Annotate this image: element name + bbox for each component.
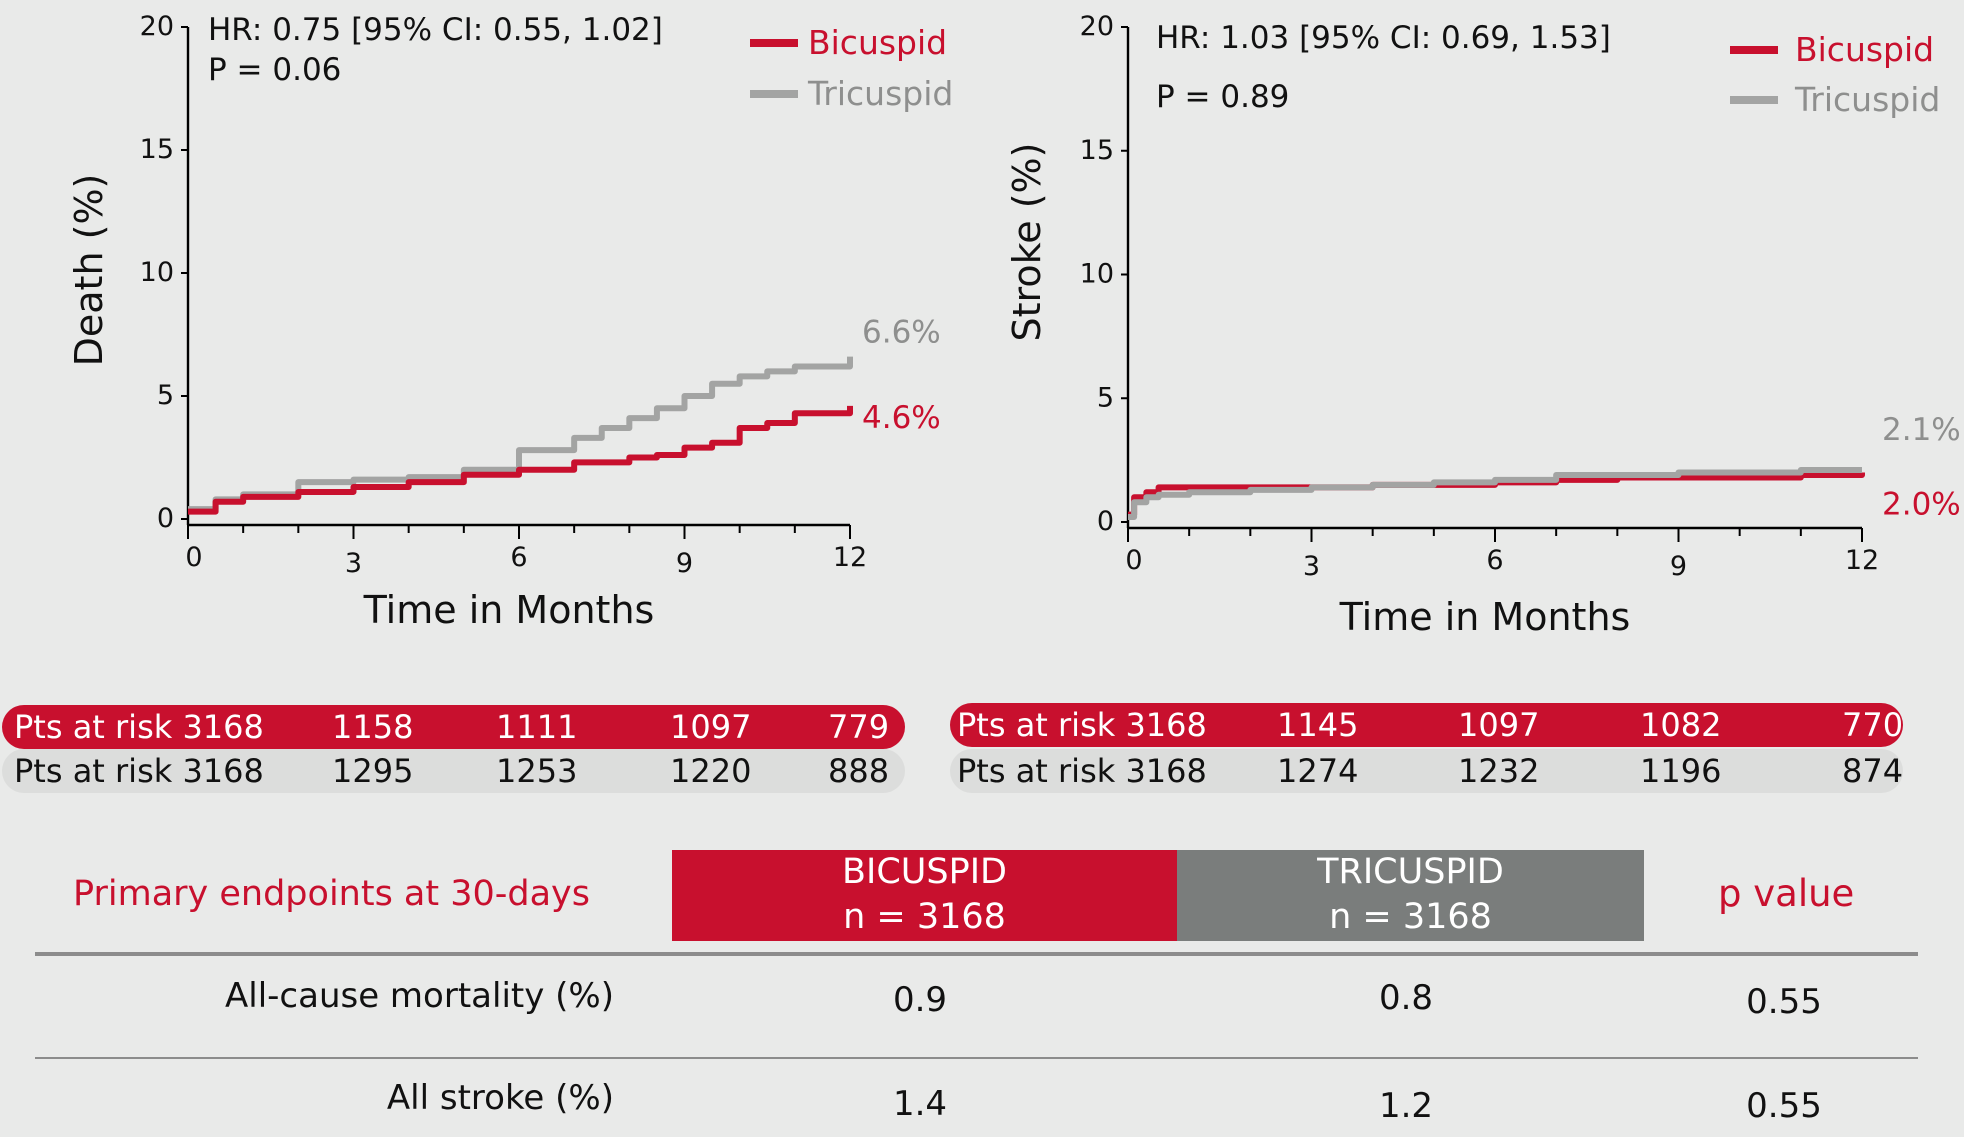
risk-count: 1097 bbox=[1458, 706, 1540, 744]
tricuspid-header-n: n = 3168 bbox=[1329, 897, 1492, 937]
risk-count: 1111 bbox=[496, 708, 578, 746]
x-tick-label: 6 bbox=[1486, 545, 1503, 576]
x-tick-label: 6 bbox=[510, 542, 527, 573]
risk-count: 874 bbox=[1842, 752, 1904, 790]
tricuspid-header: TRICUSPID n = 3168 bbox=[1177, 850, 1644, 941]
legend-label: Bicuspid bbox=[808, 23, 947, 62]
risk-count: 779 bbox=[828, 708, 890, 746]
bicuspid-end-label: 2.0% bbox=[1882, 487, 1961, 523]
y-tick-label: 15 bbox=[140, 134, 174, 165]
risk-count: 1145 bbox=[1277, 706, 1359, 744]
row-stroke-tricuspid: 1.2 bbox=[1378, 1086, 1434, 1126]
y-tick-label: 5 bbox=[157, 380, 174, 411]
x-tick-label: 12 bbox=[833, 542, 867, 573]
y-tick-label: 20 bbox=[1080, 11, 1114, 42]
x-tick-label: 12 bbox=[1845, 545, 1879, 576]
tricuspid-series-line bbox=[1128, 467, 1862, 521]
row-stroke-bicuspid: 1.4 bbox=[892, 1084, 948, 1124]
risk-count: 1295 bbox=[332, 752, 414, 790]
hazard-ratio-text: HR: 0.75 [95% CI: 0.55, 1.02] bbox=[208, 12, 663, 48]
risk-row-label: Pts at risk 3168 bbox=[957, 752, 1207, 790]
risk-row-label: Pts at risk 3168 bbox=[957, 706, 1207, 744]
bicuspid-risk-row: Pts at risk 3168 1158 1111 1097 779 bbox=[2, 705, 905, 749]
risk-count: 1220 bbox=[670, 752, 752, 790]
bicuspid-end-label: 4.6% bbox=[862, 400, 941, 436]
tricuspid-end-label: 2.1% bbox=[1882, 412, 1961, 448]
risk-count: 888 bbox=[828, 752, 890, 790]
x-tick-label: 3 bbox=[1303, 551, 1320, 582]
row-label-stroke: All stroke (%) bbox=[386, 1078, 614, 1118]
risk-count: 1232 bbox=[1458, 752, 1540, 790]
y-tick-label: 10 bbox=[140, 257, 174, 288]
risk-count: 770 bbox=[1842, 706, 1904, 744]
y-tick-label: 15 bbox=[1080, 135, 1114, 166]
x-axis-title: Time in Months bbox=[1339, 595, 1631, 639]
p-value-text: P = 0.89 bbox=[1156, 79, 1289, 115]
row-mortality-tricuspid: 0.8 bbox=[1378, 978, 1434, 1018]
tricuspid-risk-row: Pts at risk 3168 1274 1232 1196 874 bbox=[950, 749, 1903, 793]
y-tick-label: 0 bbox=[1097, 506, 1114, 537]
y-tick-label: 20 bbox=[140, 11, 174, 42]
bicuspid-header-n: n = 3168 bbox=[843, 897, 1006, 937]
risk-count: 1082 bbox=[1640, 706, 1722, 744]
risk-count: 1097 bbox=[670, 708, 752, 746]
hazard-ratio-text: HR: 1.03 [95% CI: 0.69, 1.53] bbox=[1156, 20, 1611, 56]
y-tick-label: 5 bbox=[1097, 382, 1114, 413]
x-tick-label: 9 bbox=[1670, 551, 1687, 582]
endpoints-title: Primary endpoints at 30-days bbox=[73, 874, 591, 914]
y-tick-label: 0 bbox=[157, 503, 174, 534]
row-mortality-bicuspid: 0.9 bbox=[892, 980, 948, 1020]
risk-count: 1253 bbox=[496, 752, 578, 790]
x-tick-label: 9 bbox=[676, 548, 693, 579]
x-tick-label: 3 bbox=[345, 548, 362, 579]
km-charts: 0 5 10 15 20 0 3 6 9 12 Death (%) Time in Months HR:… bbox=[67, 11, 1961, 639]
p-value-header: p value bbox=[1718, 872, 1855, 915]
tricuspid-end-label: 6.6% bbox=[862, 315, 941, 351]
risk-count: 1274 bbox=[1277, 752, 1359, 790]
row-mortality-p: 0.55 bbox=[1746, 982, 1822, 1022]
risk-row-label: Pts at risk 3168 bbox=[14, 708, 264, 746]
stroke-chart: 0 5 10 15 20 0 3 6 9 12 Stroke (%) Time in Months HR… bbox=[1005, 11, 1961, 639]
bicuspid-series-line bbox=[188, 405, 853, 515]
death-chart: 0 5 10 15 20 0 3 6 9 12 Death (%) Time in Months HR:… bbox=[67, 11, 953, 632]
p-value-text: P = 0.06 bbox=[208, 52, 341, 88]
tricuspid-risk-row: Pts at risk 3168 1295 1253 1220 888 bbox=[2, 749, 905, 793]
x-tick-label: 0 bbox=[185, 542, 202, 573]
y-axis-title: Death (%) bbox=[67, 174, 111, 367]
bicuspid-header: BICUSPID n = 3168 bbox=[672, 850, 1177, 941]
legend-label: Bicuspid bbox=[1795, 30, 1934, 69]
x-axis-title: Time in Months bbox=[363, 588, 655, 632]
risk-count: 1196 bbox=[1640, 752, 1722, 790]
row-label-mortality: All-cause mortality (%) bbox=[225, 976, 614, 1016]
tricuspid-header-label: TRICUSPID bbox=[1317, 852, 1504, 892]
bicuspid-risk-row: Pts at risk 3168 1145 1097 1082 770 bbox=[950, 703, 1903, 747]
y-tick-label: 10 bbox=[1080, 259, 1114, 290]
legend-label: Tricuspid bbox=[807, 74, 953, 113]
table-divider-middle bbox=[35, 1057, 1918, 1059]
risk-count: 1158 bbox=[332, 708, 414, 746]
table-divider-top bbox=[35, 952, 1918, 956]
y-axis-title: Stroke (%) bbox=[1005, 143, 1049, 342]
legend-label: Tricuspid bbox=[1794, 80, 1940, 119]
x-tick-label: 0 bbox=[1125, 545, 1142, 576]
bicuspid-header-label: BICUSPID bbox=[842, 852, 1007, 892]
row-stroke-p: 0.55 bbox=[1746, 1086, 1822, 1126]
risk-row-label: Pts at risk 3168 bbox=[14, 752, 264, 790]
tricuspid-series-line bbox=[188, 356, 853, 513]
